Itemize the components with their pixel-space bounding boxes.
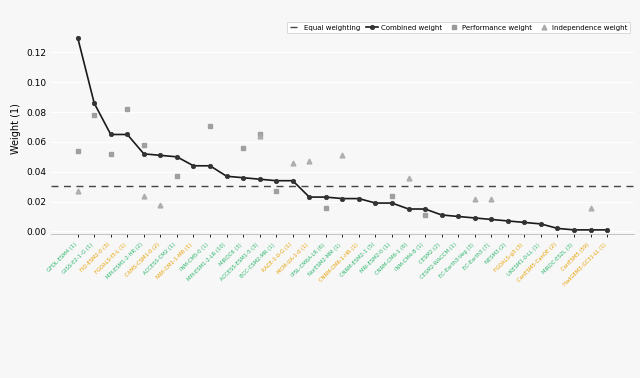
Y-axis label: Weight (1): Weight (1) — [11, 103, 20, 154]
Legend: Equal weighting, Combined weight, Performance weight, Independence weight: Equal weighting, Combined weight, Perfor… — [287, 22, 630, 34]
